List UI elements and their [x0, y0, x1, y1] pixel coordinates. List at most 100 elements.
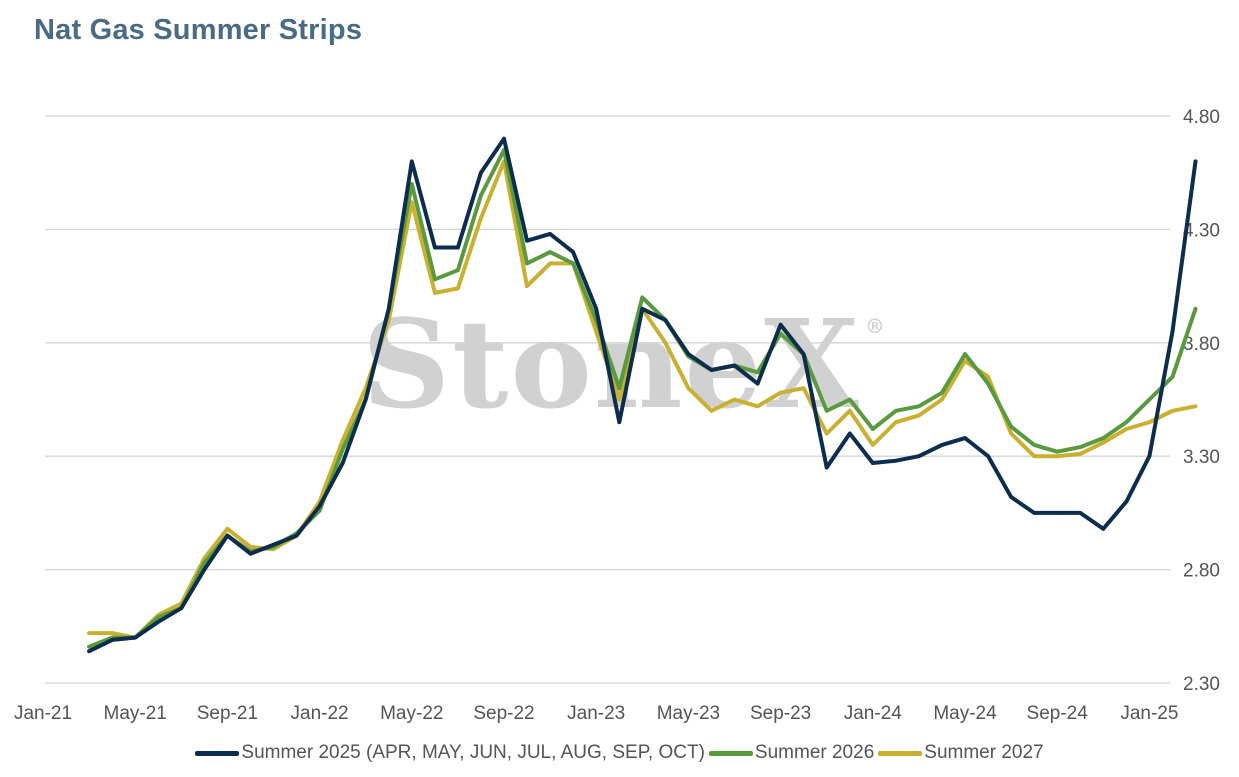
data-point	[110, 638, 114, 642]
data-point	[133, 635, 137, 640]
data-point	[340, 447, 345, 452]
data-point	[755, 404, 760, 409]
data-point	[317, 504, 322, 508]
data-point	[986, 381, 990, 386]
data-point	[1078, 445, 1083, 449]
data-point	[1193, 307, 1198, 311]
data-point	[894, 458, 898, 463]
data-point	[433, 277, 437, 282]
data-point	[340, 438, 345, 443]
data-point	[663, 341, 668, 345]
data-point	[1124, 420, 1129, 425]
data-point	[848, 409, 852, 413]
x-axis-ticks: Jan-21 May-21 Sep-21 Jan-22 May-22 Sep-22 Jan-…	[14, 703, 1179, 724]
data-point	[410, 200, 414, 204]
y-axis-ticks: 2.30 2.80 3.30 3.80 4.30 4.80	[1183, 107, 1220, 695]
data-point	[986, 375, 990, 379]
data-point	[1193, 404, 1198, 409]
data-point	[894, 409, 898, 413]
data-point	[940, 390, 944, 395]
data-point	[848, 397, 852, 402]
data-point	[525, 238, 529, 243]
data-point	[801, 386, 806, 391]
chart-title: Nat Gas Summer Strips	[34, 14, 363, 46]
y-tick-label: 4.80	[1183, 107, 1220, 128]
data-point	[1101, 436, 1106, 440]
data-point	[410, 159, 414, 164]
x-tick-label: May-23	[657, 703, 720, 724]
data-point	[801, 352, 806, 356]
gridlines	[45, 115, 1170, 684]
data-point	[156, 620, 161, 624]
data-point	[1124, 427, 1129, 431]
data-point	[248, 545, 253, 549]
data-point	[456, 245, 460, 250]
data-point	[617, 397, 622, 402]
data-point	[963, 436, 967, 440]
data-point	[479, 193, 483, 198]
data-point	[1009, 495, 1013, 499]
data-point	[917, 454, 921, 459]
x-tick-label: May-21	[104, 703, 167, 724]
data-point	[640, 295, 645, 300]
data-point	[1147, 454, 1152, 459]
data-point	[1032, 443, 1036, 447]
data-point	[271, 542, 276, 547]
x-tick-label: Sep-21	[197, 703, 258, 724]
data-point	[894, 420, 898, 425]
x-tick-label: Jan-23	[567, 703, 625, 724]
data-point	[1147, 397, 1152, 402]
legend-item: Summer 2026	[708, 742, 875, 764]
data-point	[456, 268, 460, 273]
data-point	[871, 461, 875, 465]
data-point	[1101, 440, 1106, 445]
data-point	[502, 136, 506, 141]
data-point	[1009, 424, 1013, 429]
legend-label: Summer 2026	[754, 742, 875, 763]
data-point	[940, 397, 944, 402]
data-point	[294, 533, 299, 538]
x-tick-label: Jan-24	[844, 703, 903, 724]
data-point	[1170, 375, 1175, 379]
series-line-0	[87, 136, 1198, 654]
data-point	[202, 567, 207, 572]
data-point	[1009, 431, 1013, 436]
data-point	[479, 216, 483, 220]
series-line-1	[87, 148, 1198, 649]
data-point	[548, 250, 552, 254]
data-point	[156, 615, 161, 619]
legend-item: Summer 2025 (APR, MAY, JUN, JUL, AUG, SE…	[195, 742, 705, 764]
data-point	[778, 322, 783, 327]
data-point	[778, 331, 783, 336]
data-point	[917, 413, 921, 418]
x-tick-label: Sep-23	[750, 703, 811, 724]
data-point	[456, 286, 460, 291]
data-point	[525, 284, 529, 288]
data-point	[248, 551, 253, 556]
data-point	[548, 261, 552, 266]
data-point	[709, 409, 714, 413]
data-point	[824, 409, 829, 413]
data-point	[755, 381, 760, 386]
x-tick-label: Jan-21	[14, 703, 72, 724]
data-point	[640, 307, 645, 311]
series-line-2	[87, 159, 1198, 640]
data-point	[824, 465, 829, 470]
data-point	[732, 397, 737, 402]
data-point	[202, 561, 207, 565]
legend-label: Summer 2025 (APR, MAY, JUN, JUL, AUG, SE…	[241, 742, 705, 763]
data-point	[225, 533, 230, 538]
data-point	[732, 363, 737, 368]
data-point	[363, 397, 368, 402]
data-point	[571, 250, 575, 254]
x-tick-label: Jan-22	[291, 703, 349, 724]
data-point	[1101, 527, 1106, 531]
data-point	[1078, 452, 1083, 456]
data-point	[110, 631, 114, 635]
data-point	[986, 454, 990, 459]
data-point	[709, 368, 714, 372]
data-point	[87, 644, 91, 649]
legend-swatch	[195, 750, 240, 756]
data-point	[617, 386, 622, 391]
